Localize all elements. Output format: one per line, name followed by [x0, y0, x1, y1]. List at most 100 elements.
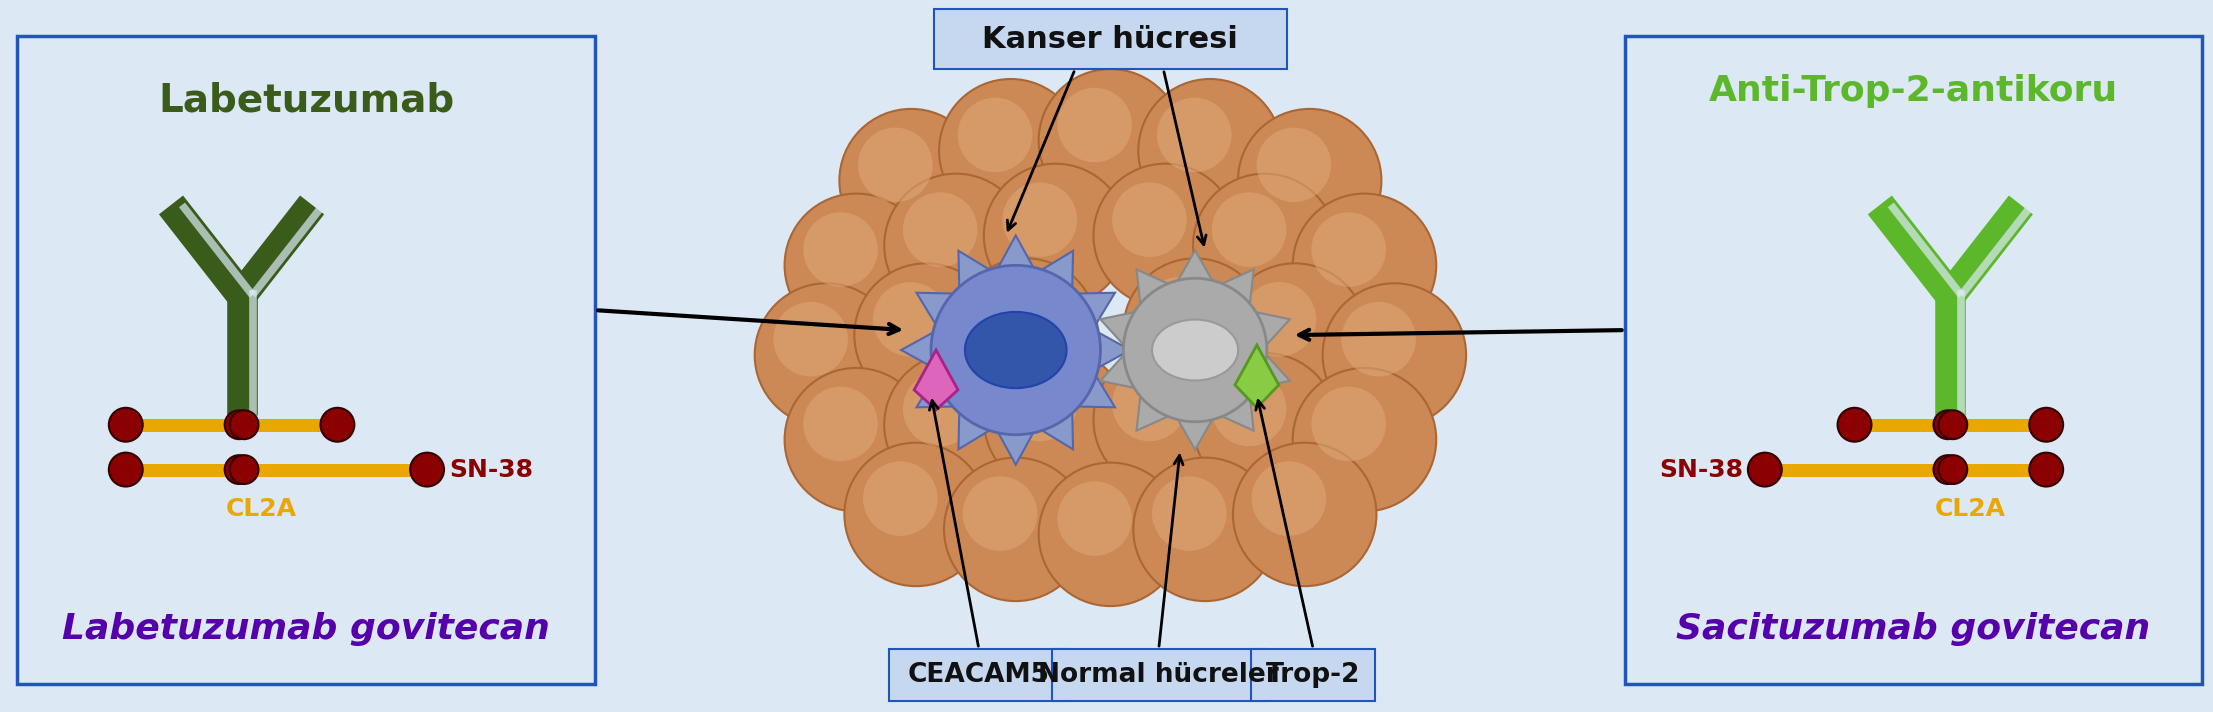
FancyBboxPatch shape	[135, 419, 230, 431]
Circle shape	[845, 443, 987, 586]
Circle shape	[1253, 461, 1326, 536]
Text: Anti-Trop-2-antikoru: Anti-Trop-2-antikoru	[1708, 74, 2118, 108]
Circle shape	[1153, 476, 1226, 551]
Circle shape	[932, 266, 1100, 435]
Text: Labetuzumab govitecan: Labetuzumab govitecan	[62, 612, 551, 646]
Polygon shape	[1235, 345, 1279, 408]
Circle shape	[803, 387, 879, 461]
Circle shape	[903, 192, 978, 267]
Text: CL2A: CL2A	[1934, 498, 2005, 521]
Circle shape	[2029, 453, 2063, 486]
Circle shape	[1341, 302, 1416, 377]
Circle shape	[1837, 408, 1872, 441]
FancyBboxPatch shape	[890, 649, 1069, 701]
Circle shape	[108, 408, 142, 441]
Circle shape	[1002, 182, 1078, 257]
Circle shape	[863, 461, 938, 536]
Circle shape	[1137, 79, 1281, 222]
Circle shape	[938, 79, 1082, 222]
Circle shape	[321, 408, 354, 441]
Circle shape	[108, 453, 142, 486]
Circle shape	[1058, 88, 1131, 162]
Circle shape	[903, 372, 978, 446]
Circle shape	[954, 258, 1098, 402]
Text: Sacituzumab govitecan: Sacituzumab govitecan	[1677, 612, 2151, 646]
FancyBboxPatch shape	[252, 419, 328, 431]
Circle shape	[1002, 367, 1078, 441]
Circle shape	[974, 277, 1047, 352]
Circle shape	[1224, 263, 1365, 407]
Text: Normal hücreler: Normal hücreler	[1038, 662, 1279, 688]
Circle shape	[885, 174, 1027, 317]
Circle shape	[1312, 387, 1385, 461]
Circle shape	[1237, 109, 1381, 252]
Text: Kanser hücresi: Kanser hücresi	[983, 25, 1239, 53]
Circle shape	[1748, 453, 1781, 486]
Text: SN-38: SN-38	[1660, 458, 1744, 481]
FancyBboxPatch shape	[18, 36, 595, 684]
Circle shape	[1038, 69, 1182, 212]
Circle shape	[1241, 282, 1317, 357]
Circle shape	[1157, 98, 1233, 172]
Circle shape	[1934, 410, 1963, 439]
Circle shape	[985, 164, 1126, 307]
Circle shape	[230, 455, 259, 484]
Circle shape	[1939, 455, 1967, 484]
Circle shape	[1193, 353, 1337, 496]
Circle shape	[1124, 258, 1266, 402]
Text: SN-38: SN-38	[449, 458, 533, 481]
Polygon shape	[901, 236, 1131, 465]
Circle shape	[755, 283, 898, 426]
Circle shape	[1323, 283, 1467, 426]
Text: Trop-2: Trop-2	[1266, 662, 1361, 688]
FancyBboxPatch shape	[1051, 649, 1266, 701]
Circle shape	[963, 476, 1038, 551]
Circle shape	[1124, 278, 1266, 422]
Circle shape	[409, 453, 445, 486]
Circle shape	[958, 98, 1031, 172]
FancyBboxPatch shape	[1961, 464, 2036, 476]
Circle shape	[1257, 127, 1332, 202]
Circle shape	[859, 127, 932, 202]
Circle shape	[1038, 463, 1182, 606]
FancyBboxPatch shape	[1866, 419, 1939, 431]
Circle shape	[839, 109, 983, 252]
Circle shape	[1142, 277, 1217, 352]
Polygon shape	[914, 350, 958, 410]
Circle shape	[1292, 368, 1436, 511]
Circle shape	[226, 455, 254, 484]
FancyBboxPatch shape	[1250, 649, 1376, 701]
FancyBboxPatch shape	[1624, 36, 2202, 684]
FancyBboxPatch shape	[1961, 419, 2036, 431]
Circle shape	[1934, 455, 1963, 484]
Polygon shape	[1100, 251, 1290, 450]
Ellipse shape	[965, 312, 1067, 388]
Text: CL2A: CL2A	[226, 498, 297, 521]
Circle shape	[854, 263, 998, 407]
Circle shape	[803, 212, 879, 287]
Circle shape	[1133, 458, 1277, 601]
Circle shape	[872, 282, 947, 357]
Circle shape	[1939, 410, 1967, 439]
Circle shape	[1058, 481, 1131, 556]
Circle shape	[1113, 367, 1186, 441]
Text: Labetuzumab: Labetuzumab	[157, 82, 454, 120]
FancyBboxPatch shape	[252, 464, 416, 476]
Text: CEACAM5: CEACAM5	[907, 662, 1049, 688]
Circle shape	[985, 348, 1126, 491]
Circle shape	[1292, 194, 1436, 337]
Circle shape	[1093, 348, 1237, 491]
Circle shape	[226, 410, 254, 439]
Ellipse shape	[1153, 320, 1237, 380]
FancyBboxPatch shape	[135, 464, 230, 476]
Circle shape	[772, 302, 848, 377]
Circle shape	[1213, 372, 1286, 446]
FancyBboxPatch shape	[934, 9, 1286, 69]
Circle shape	[1193, 174, 1337, 317]
Circle shape	[1113, 182, 1186, 257]
Circle shape	[230, 410, 259, 439]
Circle shape	[786, 368, 927, 511]
FancyBboxPatch shape	[1775, 464, 1939, 476]
Circle shape	[2029, 408, 2063, 441]
Circle shape	[1233, 443, 1376, 586]
